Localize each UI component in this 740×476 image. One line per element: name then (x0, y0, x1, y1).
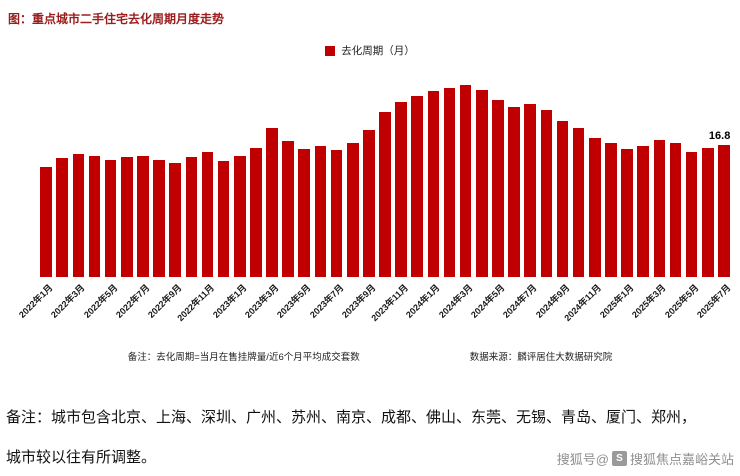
bar (169, 163, 181, 277)
bar (298, 149, 311, 277)
bar (524, 104, 537, 277)
chart-notes-row: 备注：去化周期=当月在售挂牌量/近6个月平均成交套数 数据来源：麟评居住大数据研… (0, 349, 740, 363)
data-source: 数据来源：麟评居住大数据研究院 (469, 352, 613, 363)
bar (314, 146, 327, 277)
bar (185, 157, 198, 277)
bar (556, 120, 569, 277)
bar (685, 151, 698, 277)
bar (282, 140, 294, 277)
bar (411, 95, 424, 277)
bar (40, 167, 52, 277)
x-tick-label: 2025年7月 (694, 282, 733, 320)
bar (233, 156, 246, 277)
bar (508, 106, 520, 277)
bar (120, 157, 133, 277)
legend-color-swatch (325, 45, 336, 56)
article-note-line1: 备注：城市包含北京、上海、深圳、广州、苏州、南京、成都、佛山、东莞、无锡、青岛、… (6, 410, 697, 426)
bar (589, 138, 601, 277)
bar (443, 87, 456, 277)
last-bar-value-label: 16.8 (708, 129, 731, 142)
x-tick-label: 2022年7月 (113, 282, 152, 320)
bar (669, 142, 682, 277)
x-tick-label: 2025年3月 (630, 282, 668, 320)
bar (104, 159, 117, 277)
bar (572, 127, 585, 277)
bar (363, 130, 375, 277)
x-tick-label: 2022年1月 (17, 282, 55, 320)
bar (427, 90, 440, 277)
bar (330, 150, 343, 277)
bar (250, 147, 262, 277)
bar (153, 160, 165, 277)
bar (346, 142, 359, 277)
x-tick-label: 2022年3月 (49, 282, 87, 320)
bar (72, 154, 85, 277)
x-tick-label: 2025年5月 (662, 282, 701, 320)
x-tick-label: 2024年3月 (436, 282, 475, 320)
bar (137, 155, 149, 277)
bar (637, 146, 650, 277)
bar (621, 149, 633, 277)
sohu-logo-icon: S (611, 451, 627, 466)
x-tick-label: 2025年1月 (598, 282, 636, 320)
legend-label: 去化周期（月） (341, 45, 415, 57)
watermark-account-name: 搜狐焦点嘉峪关站 (629, 452, 734, 467)
x-tick-label: 2024年7月 (501, 282, 539, 320)
plot-area: 16.8 (38, 72, 732, 277)
watermark-prefix: 搜狐号@ (556, 452, 609, 467)
bar (379, 112, 391, 277)
x-axis-ticks: 2022年1月 2022年3月 2022年5月 2022年7月 2022年9月 2022年… (17, 277, 733, 339)
article-note: 备注：城市包含北京、上海、深圳、广州、苏州、南京、成都、佛山、东莞、无锡、青岛、… (6, 409, 734, 468)
article-note-line2: 城市较以往有所调整。 (6, 450, 157, 466)
x-tick-label: 2023年1月 (210, 282, 249, 320)
bar (217, 161, 230, 277)
bar (266, 127, 278, 277)
chart-legend: 去化周期（月） (0, 43, 740, 58)
bar (701, 148, 714, 277)
x-tick-label: 2023年7月 (307, 282, 346, 320)
bar (540, 109, 553, 277)
bar (492, 100, 504, 277)
bar (56, 157, 68, 277)
bar (476, 90, 488, 277)
x-tick-label: 2024年5月 (468, 282, 507, 320)
sohu-watermark: 搜狐号@ S 搜狐焦点嘉峪关站 (557, 449, 734, 468)
x-tick-label: 2022年5月 (81, 282, 120, 320)
bar (459, 85, 472, 277)
chart-footnote: 备注：去化周期=当月在售挂牌量/近6个月平均成交套数 (127, 352, 360, 363)
bar (201, 152, 214, 277)
bar (718, 144, 730, 277)
bar (395, 101, 407, 277)
bar (653, 139, 666, 277)
x-tick-label: 2023年5月 (275, 282, 313, 320)
x-tick-label: 2023年3月 (243, 282, 281, 320)
bar-chart: 图：重点城市二手住宅去化周期月度走势 去化周期（月） 16.8 2022年1月 2… (0, 12, 740, 363)
bar (605, 142, 617, 277)
bar (88, 156, 101, 277)
chart-title: 图：重点城市二手住宅去化周期月度走势 (8, 12, 225, 26)
